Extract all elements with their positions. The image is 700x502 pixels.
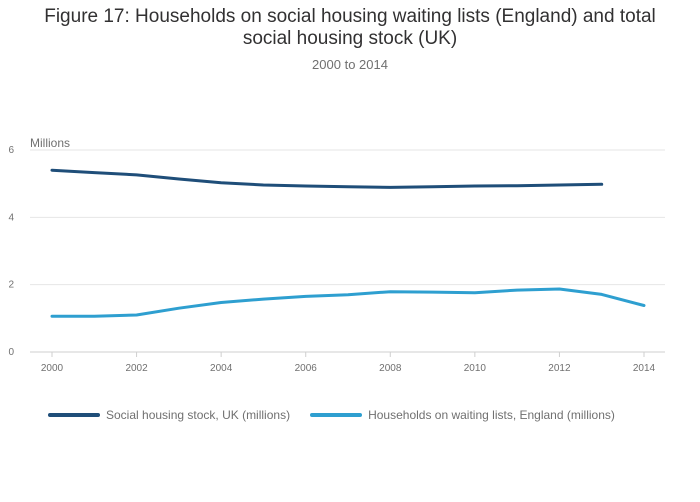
- chart-subtitle: 2000 to 2014: [312, 57, 388, 72]
- series-line-0[interactable]: [50, 168, 604, 189]
- y-tick-label: 2: [8, 280, 14, 291]
- x-axis-ticks: 2000 2002 2004 2006 2008 2010 2012 2014: [41, 352, 656, 374]
- legend-item-stock[interactable]: Social housing stock, UK (millions): [48, 408, 290, 422]
- legend-label-stock: Social housing stock, UK (millions): [106, 408, 291, 422]
- x-tick-label: 2010: [464, 363, 487, 374]
- x-tick-label: 2006: [295, 363, 318, 374]
- chart-title: Figure 17: Households on social housing …: [44, 6, 656, 49]
- series-line-1[interactable]: [50, 287, 646, 318]
- legend-label-waiting: Households on waiting lists, England (mi…: [368, 408, 615, 422]
- x-tick-label: 2012: [548, 363, 571, 374]
- x-tick-label: 2014: [633, 363, 656, 374]
- y-unit-label: Millions: [30, 136, 70, 150]
- legend-item-waiting[interactable]: Households on waiting lists, England (mi…: [310, 408, 615, 422]
- x-tick-label: 2002: [125, 363, 148, 374]
- x-tick-label: 2008: [379, 363, 402, 374]
- series-lines: [50, 168, 646, 318]
- x-tick-label: 2004: [210, 363, 233, 374]
- legend: Social housing stock, UK (millions) Hous…: [48, 408, 635, 422]
- y-tick-label: 0: [8, 347, 14, 358]
- legend-swatch-waiting: [310, 413, 363, 417]
- y-tick-label: 6: [8, 145, 14, 156]
- y-axis-ticks: 0 2 4 6: [8, 145, 14, 358]
- legend-swatch-stock: [48, 413, 100, 417]
- gridlines: [30, 149, 665, 353]
- x-tick-label: 2000: [41, 363, 64, 374]
- y-tick-label: 4: [8, 212, 14, 223]
